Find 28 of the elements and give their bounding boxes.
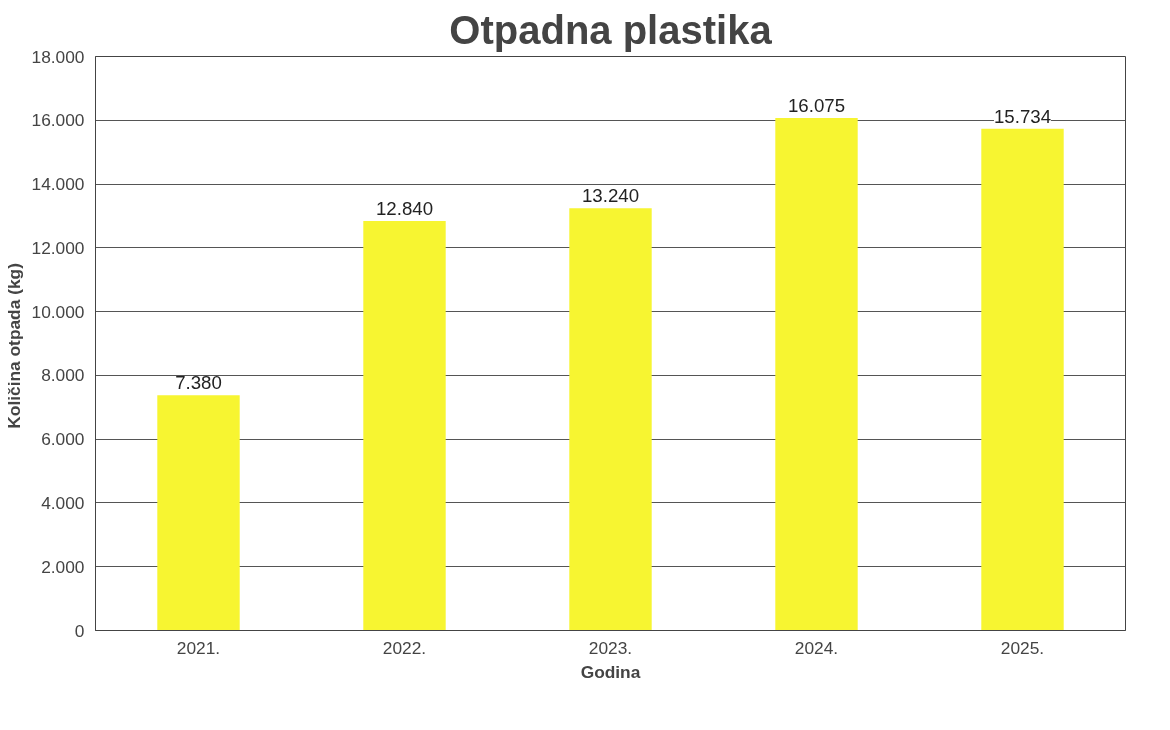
data-label: 7.380 — [175, 372, 222, 394]
bar — [157, 395, 240, 631]
data-label: 16.075 — [787, 94, 846, 116]
y-tick-label: 16.000 — [31, 110, 85, 131]
y-tick-label: 0 — [74, 620, 85, 641]
y-tick-label: 10.000 — [31, 301, 85, 322]
y-tick-label: 4.000 — [41, 492, 85, 513]
x-tick-label: 2023. — [588, 637, 633, 658]
bar — [569, 208, 652, 631]
y-tick-label: 8.000 — [41, 365, 85, 386]
bar — [981, 128, 1064, 631]
y-axis-title: Količina otpada (kg) — [3, 263, 24, 429]
y-tick-label: 2.000 — [41, 556, 85, 577]
x-tick-label: 2022. — [382, 637, 427, 658]
y-tick-label: 12.000 — [31, 237, 85, 258]
bar — [363, 221, 446, 631]
data-label: 13.240 — [581, 185, 640, 207]
bar — [775, 117, 858, 631]
y-tick-label: 18.000 — [31, 46, 85, 67]
x-tick-label: 2025. — [1000, 637, 1045, 658]
y-tick-label: 14.000 — [31, 174, 85, 195]
data-label: 12.840 — [375, 198, 434, 220]
x-tick-label: 2021. — [176, 637, 221, 658]
y-tick-label: 6.000 — [41, 429, 85, 450]
x-tick-label: 2024. — [794, 637, 839, 658]
chart-title: Otpadna plastika — [449, 7, 773, 52]
data-label: 15.734 — [993, 105, 1052, 127]
x-axis-title: Godina — [580, 661, 641, 682]
